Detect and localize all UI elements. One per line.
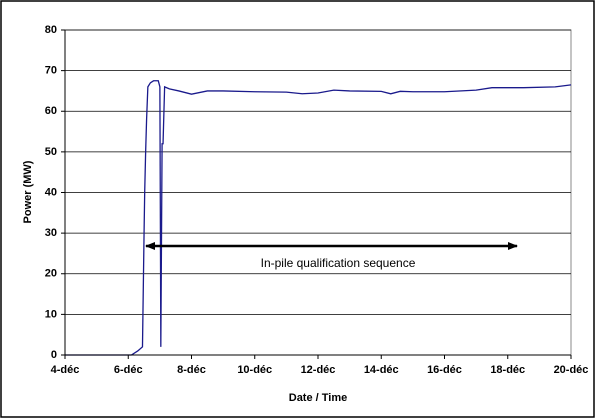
y-tick-label: 20: [45, 268, 57, 280]
x-tick-label: 16-déc: [427, 364, 462, 376]
x-tick-label: 12-déc: [301, 364, 336, 376]
y-tick-label: 60: [45, 105, 57, 117]
x-tick-label: 20-déc: [554, 364, 589, 376]
y-tick-label: 50: [45, 146, 57, 158]
y-tick-label: 10: [45, 308, 57, 320]
power-line: [65, 80, 572, 356]
y-axis-label: Power (MW): [22, 160, 34, 223]
annotation: In-pile qualification sequence: [261, 256, 416, 270]
x-tick-label: 8-déc: [177, 364, 206, 376]
y-tick-label: 30: [45, 227, 57, 239]
x-tick-label: 4-déc: [51, 364, 80, 376]
x-tick-label: 6-déc: [114, 364, 143, 376]
y-tick-label: 0: [51, 349, 57, 361]
x-tick-label: 10-déc: [237, 364, 272, 376]
y-tick-label: 80: [45, 24, 57, 36]
x-tick-label: 18-déc: [490, 364, 525, 376]
y-tick-label: 70: [45, 65, 57, 77]
x-axis-label: Date / Time: [289, 392, 348, 404]
x-tick-label: 14-déc: [364, 364, 399, 376]
y-tick-label: 40: [45, 186, 57, 198]
